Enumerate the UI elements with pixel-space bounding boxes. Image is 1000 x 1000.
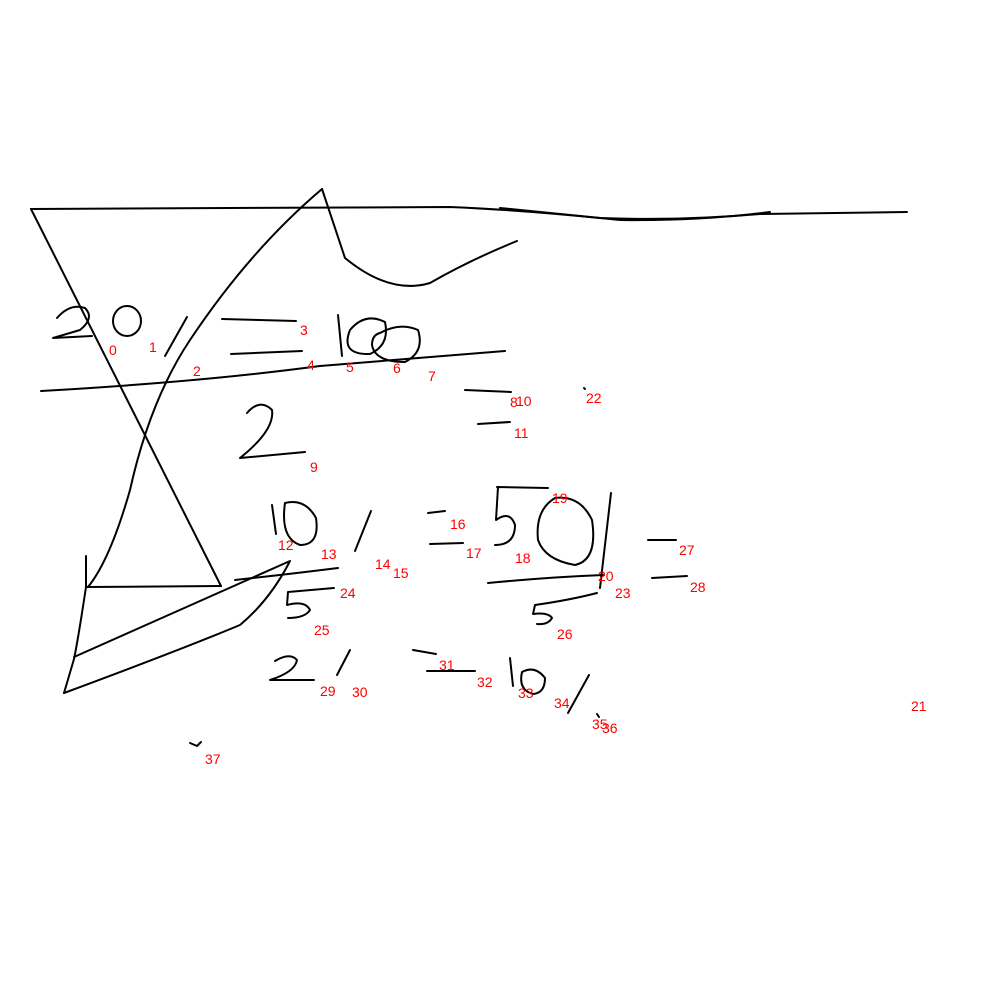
digit-0-top	[112, 305, 142, 337]
annotation-label: 23	[615, 585, 631, 601]
annotation-label: 11	[514, 425, 529, 441]
annotation-label: 21	[911, 698, 927, 714]
stroke-vertical-left	[63, 555, 87, 694]
stroke-diagonal-left	[30, 208, 222, 587]
digit-2-top	[52, 305, 93, 339]
slash-50	[599, 492, 612, 589]
equals-right-2	[477, 421, 511, 425]
annotation-label: 33	[518, 685, 534, 701]
annotation-label: 26	[557, 626, 573, 642]
annotation-label: 25	[314, 622, 330, 638]
annotation-label: 37	[205, 751, 221, 767]
digit-1-bottom	[509, 657, 514, 687]
annotation-label: 6	[393, 360, 401, 376]
slash-top	[164, 316, 188, 357]
annotation-label: 34	[554, 695, 570, 711]
stroke-top-line-echo	[499, 207, 771, 222]
equals-right-1	[464, 389, 512, 393]
annotation-label: 7	[428, 368, 436, 384]
annotation-label: 24	[340, 585, 356, 601]
annotation-label: 13	[321, 546, 337, 562]
annotation-label: 29	[320, 683, 336, 699]
annotation-label: 27	[679, 542, 695, 558]
annotation-label: 17	[466, 545, 482, 561]
equals-top-2	[230, 350, 303, 355]
annotation-label: 22	[586, 390, 602, 406]
digit-5-left	[286, 587, 335, 619]
digit-0b-100	[371, 325, 421, 363]
annotation-label: 19	[552, 490, 568, 506]
digit-0-bottom	[520, 668, 546, 695]
stroke-curve-peak	[87, 188, 323, 588]
equals-mid-2	[429, 542, 464, 545]
annotation-label: 4	[307, 357, 315, 373]
stroke-top-line	[30, 206, 908, 220]
tick-mark-22	[583, 387, 586, 390]
slash-bottom	[336, 649, 351, 676]
equals-bottom-1	[412, 649, 437, 655]
annotation-label: 20	[598, 568, 614, 584]
equals-far-2	[651, 575, 688, 579]
annotation-label: 36	[602, 720, 618, 736]
digit-1-100	[337, 314, 343, 357]
fraction-line-right	[487, 574, 605, 584]
stroke-triangle-base	[85, 585, 222, 588]
digit-2-mid	[239, 403, 306, 459]
tick-mark-36	[596, 713, 600, 718]
annotation-label: 35	[592, 716, 608, 732]
annotation-label: 18	[515, 550, 531, 566]
annotation-label: 28	[690, 579, 706, 595]
annotation-label: 30	[352, 684, 368, 700]
slash-10	[354, 510, 372, 552]
equals-top-1	[221, 318, 297, 322]
digit-2-bottom	[269, 655, 315, 681]
annotation-label: 31	[439, 657, 455, 673]
digit-0-10	[283, 501, 318, 546]
annotation-label: 1	[149, 339, 157, 355]
stroke-boat	[63, 560, 291, 694]
digit-5-50	[494, 486, 549, 546]
annotation-label: 0	[109, 342, 117, 358]
annotation-label: 8	[510, 394, 518, 410]
annotation-label: 10	[516, 393, 532, 409]
annotation-label: 14	[375, 556, 391, 572]
annotation-label: 12	[278, 537, 294, 553]
fraction-line-left	[234, 567, 339, 581]
digit-1-10	[271, 504, 277, 535]
digit-5-right	[532, 592, 598, 626]
annotation-label: 15	[393, 565, 409, 581]
stroke-horizontal-mid	[40, 350, 506, 392]
annotation-label: 16	[450, 516, 466, 532]
annotation-label: 3	[300, 322, 308, 338]
tick-mark-37	[189, 741, 202, 747]
annotation-label: 2	[193, 363, 201, 379]
digit-0a-100	[346, 317, 387, 356]
annotation-label: 5	[346, 359, 354, 375]
digit-0-50	[536, 496, 595, 566]
slash-bottom-2	[567, 674, 590, 714]
stroke-wave	[321, 188, 518, 287]
equals-mid-1	[427, 510, 446, 514]
annotation-label: 32	[477, 674, 493, 690]
annotation-label: 9	[310, 459, 318, 475]
